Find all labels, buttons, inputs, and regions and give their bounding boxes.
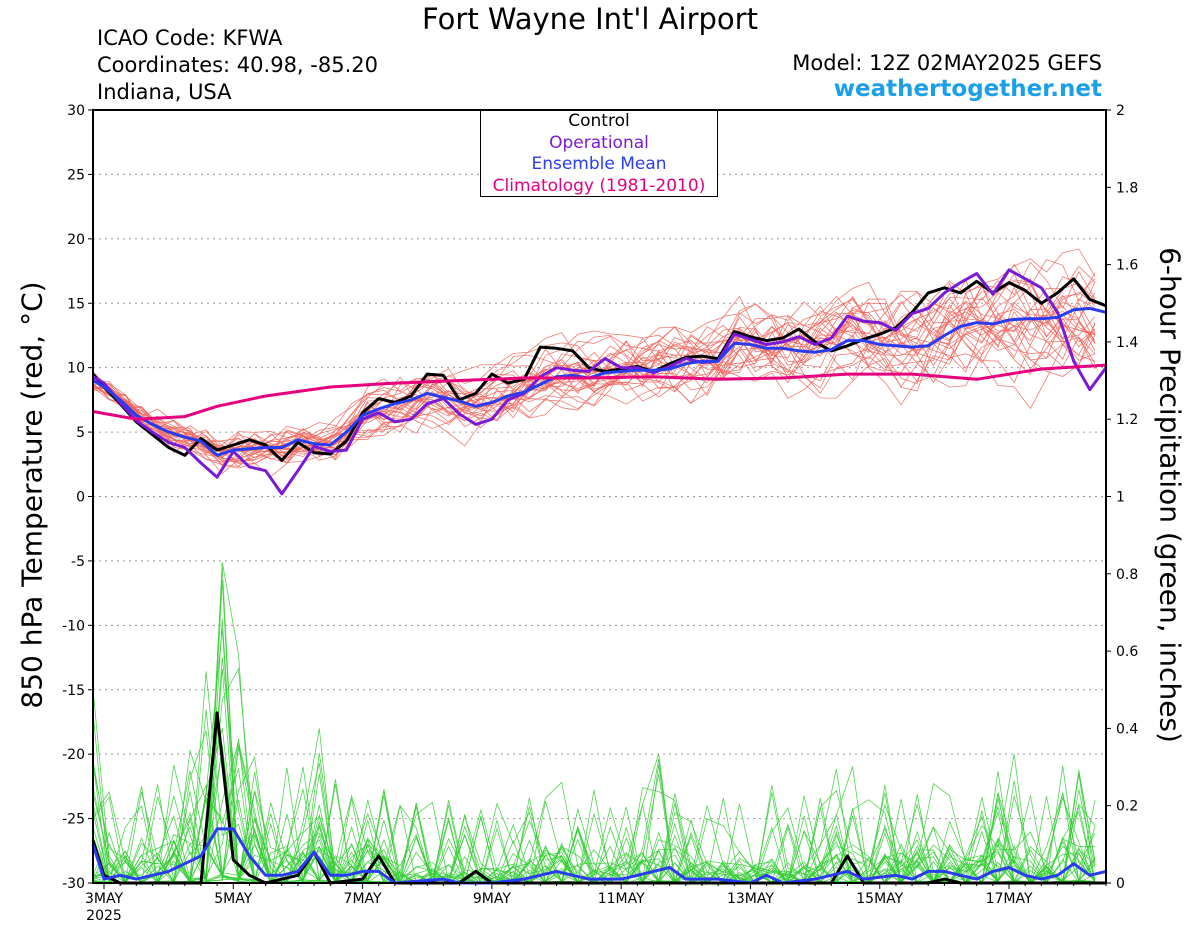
- y-tick-label: -5: [71, 554, 85, 570]
- y-tick-label: -10: [62, 618, 85, 634]
- y2-tick-label: 0.2: [1116, 799, 1138, 815]
- legend: Control Operational Ensemble Mean Climat…: [480, 110, 718, 197]
- temp-member-line: [92, 295, 1096, 460]
- x-tick-sublabel: 2025: [86, 908, 122, 924]
- legend-item-operational: Operational: [549, 132, 649, 153]
- legend-item-climatology: Climatology (1981-2010): [492, 175, 706, 196]
- axes: 302520151050-5-10-15-20-25-3021.81.61.41…: [62, 103, 1138, 924]
- y-tick-label: -30: [62, 876, 85, 892]
- y-tick-label: 30: [67, 103, 85, 119]
- y2-tick-label: 0.6: [1116, 644, 1138, 660]
- temp-member-line: [92, 286, 1096, 453]
- ensemble-members: [92, 248, 1096, 885]
- temp-member-line: [92, 248, 1096, 463]
- y2-tick-label: 0: [1116, 876, 1125, 892]
- y-tick-label: 0: [76, 490, 85, 506]
- precip-member-line: [92, 668, 1096, 884]
- region: Indiana, USA: [97, 80, 232, 104]
- x-tick-label: 11MAY: [598, 891, 645, 907]
- y-tick-label: -25: [62, 812, 85, 828]
- temp-member-line: [92, 263, 1096, 462]
- y-tick-label: -20: [62, 747, 85, 763]
- temp-member-line: [92, 295, 1096, 478]
- temp-climatology-line: [92, 363, 1107, 421]
- temp-ensemble-mean-line: [92, 306, 1107, 457]
- x-tick-label: 17MAY: [986, 891, 1033, 907]
- temp-member-line: [92, 279, 1096, 474]
- precip-ensemble-mean-line: [91, 827, 1107, 885]
- x-tick-label: 7MAY: [344, 891, 382, 907]
- x-tick-label: 15MAY: [856, 891, 903, 907]
- x-tick-label: 13MAY: [727, 891, 774, 907]
- site-link[interactable]: weathertogether.net: [833, 76, 1102, 102]
- x-tick-label: 9MAY: [473, 891, 511, 907]
- y2-tick-label: 1.2: [1116, 412, 1138, 428]
- temp-member-line: [92, 301, 1096, 469]
- legend-item-ensemble-mean: Ensemble Mean: [531, 154, 667, 174]
- icao-code: ICAO Code: KFWA: [97, 26, 283, 50]
- grid-lines: [93, 173, 1106, 820]
- y2-tick-label: 0.8: [1116, 567, 1138, 583]
- y2-tick-label: 1.6: [1116, 258, 1138, 274]
- temp-control-line: [91, 277, 1107, 462]
- y2-tick-label: 1.4: [1116, 335, 1138, 351]
- y2-tick-label: 1.8: [1116, 180, 1138, 196]
- model-run: Model: 12Z 02MAY2025 GEFS: [792, 51, 1102, 75]
- y2-tick-label: 2: [1116, 103, 1125, 119]
- x-tick-label: 3MAY: [85, 891, 123, 907]
- y2-tick-label: 1: [1116, 490, 1125, 506]
- highlight-series: [91, 268, 1108, 885]
- y-tick-label: 5: [76, 425, 85, 441]
- x-tick-label: 5MAY: [214, 891, 252, 907]
- y-tick-label: 25: [67, 167, 85, 183]
- y-tick-label: -15: [62, 683, 85, 699]
- legend-item-control: Control: [568, 111, 630, 131]
- temp-operational-line: [92, 268, 1108, 496]
- y2-tick-label: 0.4: [1116, 721, 1138, 737]
- y-tick-label: 10: [67, 361, 85, 377]
- y-tick-label: 20: [67, 232, 85, 248]
- temp-member-line: [92, 295, 1096, 466]
- y-tick-label: 15: [67, 296, 85, 312]
- temp-member-line: [92, 265, 1096, 457]
- coordinates: Coordinates: 40.98, -85.20: [97, 53, 378, 77]
- chart-title: Fort Wayne Int'l Airport: [422, 2, 758, 36]
